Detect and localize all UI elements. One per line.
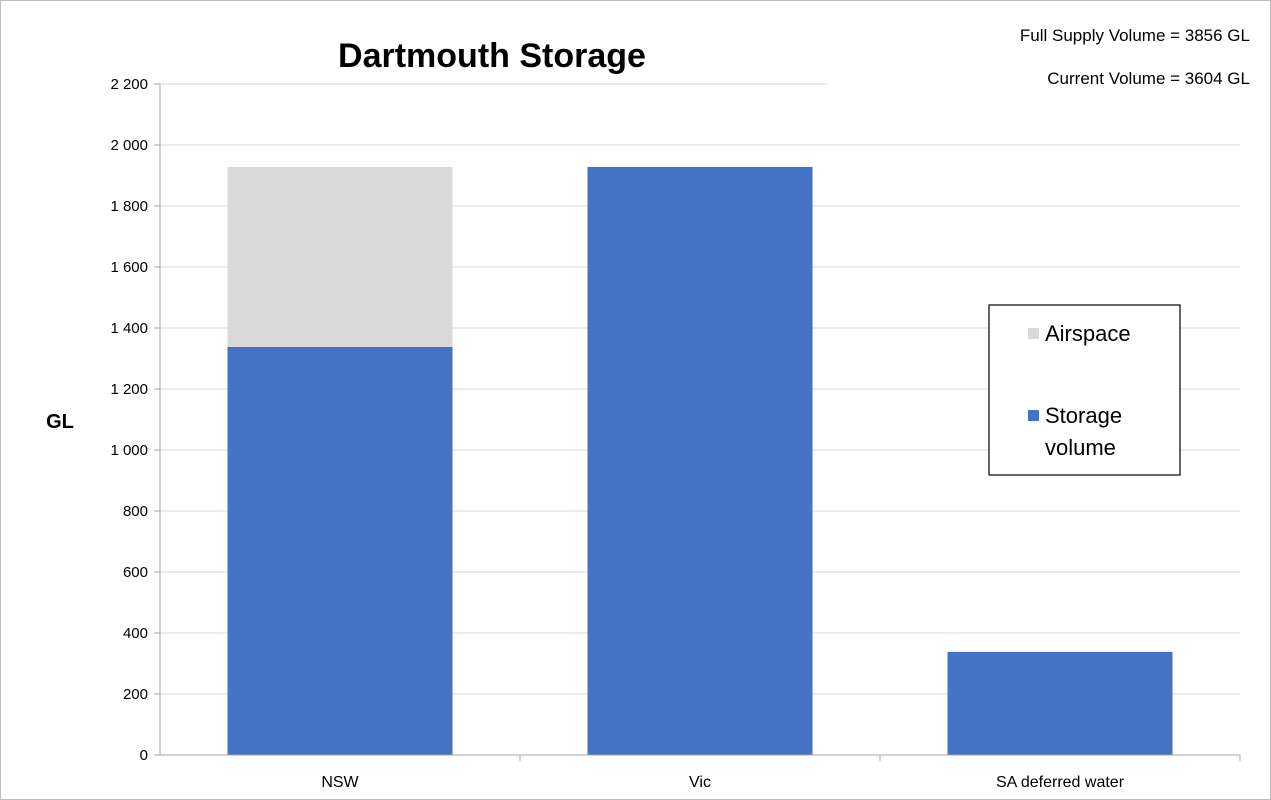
legend-label-storage-line1: Storage — [1045, 403, 1122, 428]
x-tick-label: Vic — [689, 774, 711, 791]
y-tick-label: 600 — [123, 564, 148, 581]
bar-storage-volume — [947, 651, 1173, 755]
y-tick-label: 800 — [123, 503, 148, 520]
bar-airspace — [227, 166, 453, 347]
y-axis-label: GL — [46, 411, 74, 433]
axes: 0 200 400 600 800 1 000 1 200 1 400 1 600 1 800 2 … — [110, 76, 1241, 791]
legend-swatch-airspace — [1028, 328, 1039, 339]
y-tick-label: 1 000 — [110, 442, 148, 459]
y-tick-label: 2 200 — [110, 76, 148, 93]
x-tick-label: SA deferred water — [996, 774, 1125, 791]
y-tick-label: 200 — [123, 686, 148, 703]
y-tick-label: 1 400 — [110, 320, 148, 337]
legend-box — [988, 304, 1181, 476]
y-tick-label: 0 — [140, 747, 148, 764]
y-tick-label: 1 200 — [110, 381, 148, 398]
legend-label-airspace: Airspace — [1045, 321, 1131, 346]
annotation-current-volume: Current Volume = 3604 GL — [1047, 69, 1250, 88]
bar-storage-volume — [227, 346, 453, 755]
y-tick-label: 2 000 — [110, 137, 148, 154]
y-tick-label: 1 800 — [110, 198, 148, 215]
y-tick-label: 1 600 — [110, 259, 148, 276]
chart-title: Dartmouth Storage — [338, 37, 646, 75]
bar-storage-volume — [587, 166, 813, 755]
annotation-full-supply: Full Supply Volume = 3856 GL — [1020, 26, 1250, 45]
legend: Airspace Storage volume — [988, 304, 1181, 476]
y-tick-label: 400 — [123, 625, 148, 642]
legend-label-storage-line2: volume — [1045, 435, 1116, 460]
bars — [227, 166, 1173, 755]
legend-swatch-storage — [1028, 410, 1039, 421]
x-tick-label: NSW — [321, 774, 359, 791]
